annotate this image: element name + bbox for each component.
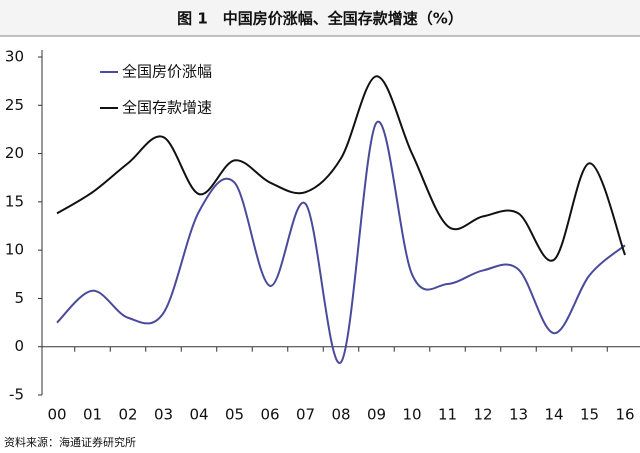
x-tick-label: 16 [615,406,634,424]
y-tick-label: 25 [5,96,24,114]
title-band [0,0,640,36]
x-tick-label: 08 [331,406,350,424]
x-tick-label: 00 [47,406,66,424]
y-tick-label: 5 [14,289,24,307]
series-line [56,75,626,262]
y-tick-label: -5 [9,386,24,404]
y-tick-label: 20 [5,144,24,162]
x-tick-label: 12 [473,406,492,424]
x-tick-label: 09 [367,406,386,424]
x-tick-label: 11 [438,406,457,424]
x-tick-label: 13 [509,406,528,424]
series-line [56,120,626,364]
x-tick-label: 04 [189,406,208,424]
x-tick-label: 15 [580,406,599,424]
x-tick-label: 01 [83,406,102,424]
x-tick-label: 06 [260,406,279,424]
chart-title: 图 1 中国房价涨幅、全国存款增速（%） [177,10,463,28]
source: 资料来源：海通证券研究所 [4,435,136,449]
y-tick-label: 10 [5,241,24,259]
y-tick-label: 0 [14,337,24,355]
x-tick-label: 03 [154,406,173,424]
y-tick-label: 30 [5,48,24,66]
x-tick-label: 07 [296,406,315,424]
x-tick-label: 05 [225,406,244,424]
legend-label: 全国存款增速 [122,99,212,117]
y-tick-label: 15 [5,192,24,210]
legend-label: 全国房价涨幅 [122,63,212,81]
x-tick-label: 02 [118,406,137,424]
x-tick-label: 14 [544,406,563,424]
x-tick-label: 10 [402,406,421,424]
